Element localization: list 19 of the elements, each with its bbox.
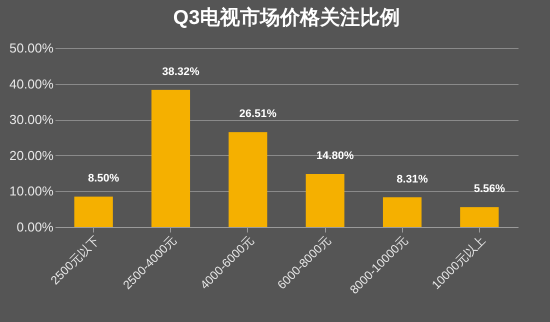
y-tick-label: 0.00%	[16, 220, 54, 234]
y-tick-label: 50.00%	[9, 40, 54, 56]
y-tick-label: 40.00%	[9, 76, 54, 92]
data-label: 8.31%	[396, 173, 428, 186]
data-label: 38.32%	[162, 66, 200, 78]
chart-title: Q3电视市场价格关注比例	[173, 6, 400, 29]
bar	[151, 90, 190, 227]
data-label: 8.50%	[88, 172, 120, 185]
bar	[228, 132, 268, 227]
bar	[74, 196, 113, 227]
data-label: 14.80%	[316, 150, 354, 162]
y-tick-label: 30.00%	[9, 112, 54, 128]
bar	[460, 207, 499, 227]
data-label: 5.56%	[474, 183, 506, 196]
bar	[382, 197, 422, 227]
data-label: 26.51%	[239, 108, 277, 120]
bar	[306, 174, 344, 227]
y-tick-label: 20.00%	[9, 148, 54, 163]
y-tick-label: 10.00%	[9, 184, 54, 199]
